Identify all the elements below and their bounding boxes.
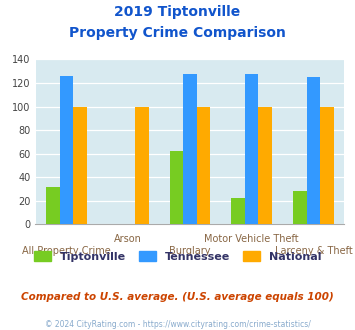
Bar bbox=[258, 107, 272, 224]
Bar bbox=[135, 107, 148, 224]
Bar bbox=[320, 107, 334, 224]
Text: Burglary: Burglary bbox=[169, 246, 211, 256]
Bar bbox=[197, 107, 210, 224]
Text: 2019 Tiptonville: 2019 Tiptonville bbox=[114, 5, 241, 19]
Bar bbox=[60, 76, 73, 224]
Bar bbox=[231, 198, 245, 224]
Bar bbox=[245, 74, 258, 224]
Bar bbox=[73, 107, 87, 224]
Bar bbox=[46, 187, 60, 224]
Legend: Tiptonville, Tennessee, National: Tiptonville, Tennessee, National bbox=[29, 247, 326, 267]
Text: Arson: Arson bbox=[114, 234, 142, 244]
Bar bbox=[293, 191, 307, 224]
Bar bbox=[170, 151, 183, 224]
Text: Motor Vehicle Theft: Motor Vehicle Theft bbox=[204, 234, 299, 244]
Bar bbox=[183, 74, 197, 224]
Text: © 2024 CityRating.com - https://www.cityrating.com/crime-statistics/: © 2024 CityRating.com - https://www.city… bbox=[45, 320, 310, 329]
Text: Property Crime Comparison: Property Crime Comparison bbox=[69, 26, 286, 40]
Bar bbox=[307, 77, 320, 224]
Text: Compared to U.S. average. (U.S. average equals 100): Compared to U.S. average. (U.S. average … bbox=[21, 292, 334, 302]
Text: Larceny & Theft: Larceny & Theft bbox=[274, 246, 353, 256]
Text: All Property Crime: All Property Crime bbox=[22, 246, 111, 256]
